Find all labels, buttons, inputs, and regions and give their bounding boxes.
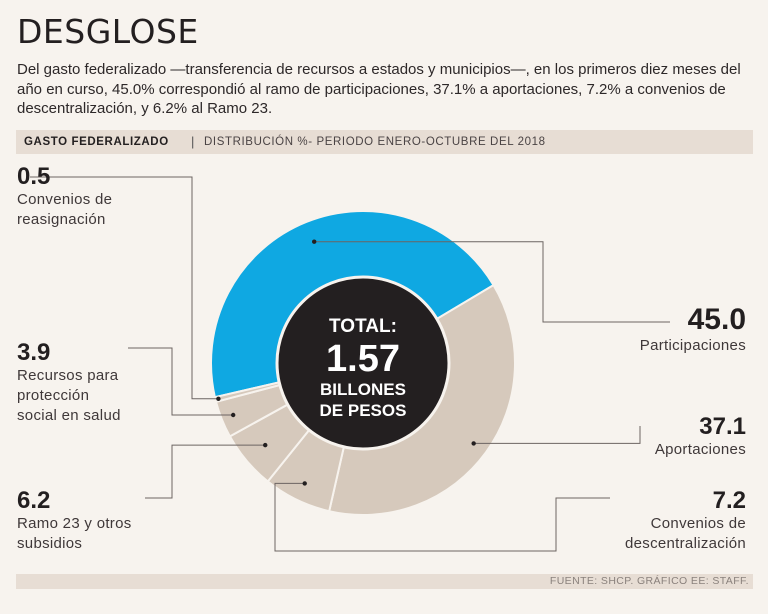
category-label: Recursos para protección social en salud xyxy=(17,367,121,424)
chart-title: GASTO FEDERALIZADO xyxy=(24,136,169,148)
source-note: FUENTE: SHCP. GRÁFICO EE: STAFF. xyxy=(549,575,749,587)
value-label: 6.2 xyxy=(17,487,51,514)
label-ramo-23: 6.2 Ramo 23 y otros subsidios xyxy=(17,488,142,554)
leader-dot-ramo-23-y-otros-subsidios xyxy=(263,442,268,448)
label-participaciones: 45.0 Participaciones xyxy=(566,304,746,356)
footer-bar: FUENTE: SHCP. GRÁFICO EE: STAFF. xyxy=(16,574,753,589)
category-label: Convenios de reasignación xyxy=(17,191,113,228)
chart-header-bar: GASTO FEDERALIZADO | DISTRIBUCIÓN %- PER… xyxy=(16,130,753,154)
leader-dot-aportaciones xyxy=(471,441,476,446)
center-disc xyxy=(275,275,451,451)
category-label: Ramo 23 y otros subsidios xyxy=(17,515,132,552)
leader-dot-participaciones xyxy=(312,239,317,244)
value-label: 3.9 xyxy=(17,339,51,366)
value-label: 0.5 xyxy=(17,163,51,190)
page-title: DESGLOSE xyxy=(17,12,199,51)
leader-line-aportaciones xyxy=(473,426,641,444)
center-total-value: 1.57 xyxy=(326,338,400,380)
category-label: Participaciones xyxy=(639,337,746,354)
leader-lines xyxy=(30,176,670,552)
category-label: Convenios de descentralización xyxy=(625,515,746,552)
leader-line-ramo-23-y-otros-subsidios xyxy=(145,444,266,499)
chart-subtitle: DISTRIBUCIÓN %- PERIODO ENERO-OCTUBRE DE… xyxy=(204,136,546,148)
value-label: 37.1 xyxy=(699,413,746,440)
leader-line-participaciones xyxy=(314,241,670,323)
leader-dot-recursos-para-proteccion-social-en-salud xyxy=(230,412,236,418)
chart-title-separator: | xyxy=(191,134,195,149)
category-label: Aportaciones xyxy=(654,441,746,458)
center-units-line1: BILLONES xyxy=(320,380,406,399)
intro-paragraph: Del gasto federalizado —transferencia de… xyxy=(17,61,741,117)
label-convenios-descentralizacion: 7.2 Convenios de descentralización xyxy=(596,488,746,554)
leader-line-convenios-de-reasignacion xyxy=(30,176,219,400)
value-label: 45.0 xyxy=(687,303,746,336)
leader-dot-convenios-de-descentralizacion xyxy=(302,481,307,486)
label-aportaciones: 37.1 Aportaciones xyxy=(566,414,746,460)
label-proteccion-social: 3.9 Recursos para protección social en s… xyxy=(17,340,132,426)
center-total-label: TOTAL: xyxy=(329,316,397,337)
leader-line-recursos-para-proteccion-social-en-salud xyxy=(128,347,234,416)
label-convenios-reasignacion: 0.5 Convenios de reasignación xyxy=(17,164,137,230)
leader-dot-convenios-de-reasignacion xyxy=(216,396,221,401)
value-label: 7.2 xyxy=(712,487,746,514)
leader-line-convenios-de-descentralizacion xyxy=(274,482,610,552)
center-units-line2: DE PESOS xyxy=(320,401,407,420)
